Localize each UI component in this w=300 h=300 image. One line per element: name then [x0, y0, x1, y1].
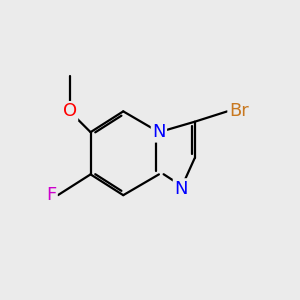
- Text: O: O: [63, 102, 77, 120]
- Text: F: F: [46, 186, 56, 204]
- Text: Br: Br: [229, 102, 248, 120]
- Text: N: N: [152, 123, 166, 141]
- Text: N: N: [174, 180, 188, 198]
